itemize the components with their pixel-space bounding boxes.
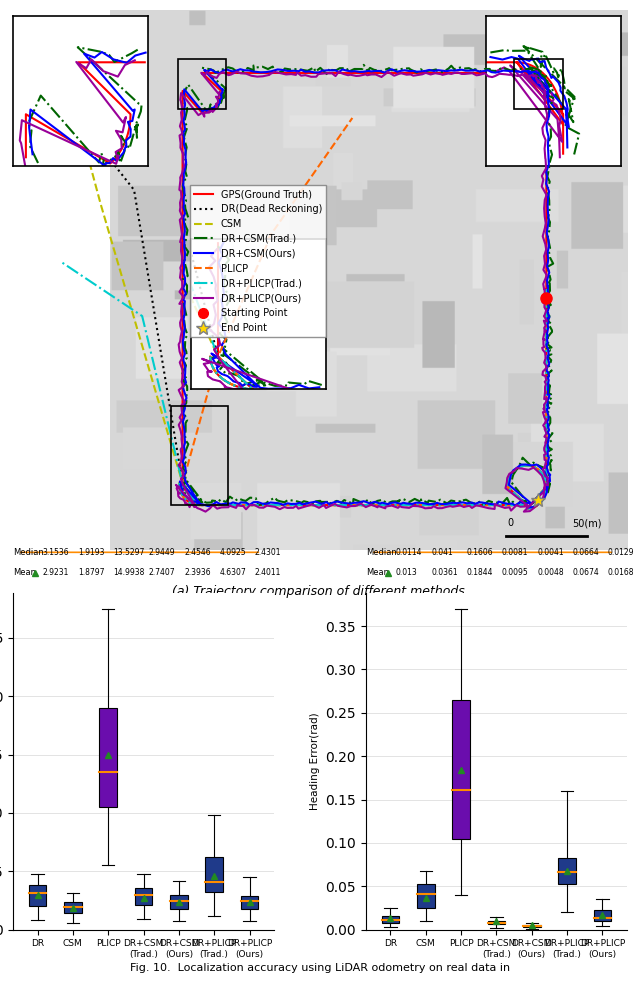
Bar: [64, 902, 82, 914]
Bar: [241, 896, 259, 909]
Text: 4.6307: 4.6307: [220, 568, 246, 577]
Text: 0.013: 0.013: [396, 568, 417, 577]
Text: Mean: Mean: [13, 568, 36, 577]
Bar: [488, 921, 506, 924]
Legend: GPS(Ground Truth), DR(Dead Reckoning), CSM, DR+CSM(Trad.), DR+CSM(Ours), PLICP, : GPS(Ground Truth), DR(Dead Reckoning), C…: [189, 186, 326, 337]
Text: 2.9231: 2.9231: [43, 568, 69, 577]
Bar: [99, 708, 117, 807]
Bar: [170, 895, 188, 909]
Text: 2.4011: 2.4011: [255, 568, 281, 577]
Bar: [452, 700, 470, 838]
Text: 1.9193: 1.9193: [78, 548, 104, 557]
Text: Median: Median: [365, 548, 397, 557]
Text: (a) Trajectory comparison of different methods.: (a) Trajectory comparison of different m…: [172, 585, 468, 598]
Text: 0.0114: 0.0114: [396, 548, 422, 557]
Text: 3.1536: 3.1536: [43, 548, 69, 557]
Text: Median: Median: [13, 548, 44, 557]
Bar: [205, 857, 223, 893]
Text: 0.0041: 0.0041: [537, 548, 564, 557]
Text: 0.0081: 0.0081: [502, 548, 528, 557]
Text: 0.0129: 0.0129: [608, 548, 634, 557]
Text: 0.0048: 0.0048: [537, 568, 564, 577]
Bar: [134, 888, 152, 905]
Text: 0.1606: 0.1606: [467, 548, 493, 557]
Bar: [417, 885, 435, 908]
Text: 2.9449: 2.9449: [148, 548, 175, 557]
Text: Mean: Mean: [365, 568, 388, 577]
Text: 0.0168: 0.0168: [608, 568, 634, 577]
Text: 2.7407: 2.7407: [148, 568, 175, 577]
Text: 0.1844: 0.1844: [467, 568, 493, 577]
Bar: [514, 59, 563, 109]
Text: 1.8797: 1.8797: [78, 568, 104, 577]
Text: 0.0664: 0.0664: [572, 548, 599, 557]
Bar: [381, 916, 399, 922]
Text: 0.041: 0.041: [431, 548, 452, 557]
Y-axis label: Heading Error(rad): Heading Error(rad): [310, 712, 320, 810]
Text: 4.0925: 4.0925: [220, 548, 246, 557]
Bar: [29, 885, 46, 907]
Bar: [172, 406, 228, 505]
Text: 0.0674: 0.0674: [572, 568, 599, 577]
Text: 50(m): 50(m): [572, 518, 602, 528]
Text: 2.4546: 2.4546: [184, 548, 211, 557]
Bar: [523, 925, 541, 926]
Text: 2.3936: 2.3936: [184, 568, 211, 577]
Bar: [178, 59, 226, 109]
Text: 0.0361: 0.0361: [431, 568, 458, 577]
Text: 0: 0: [508, 518, 514, 528]
Bar: [594, 911, 611, 921]
Text: 14.9938: 14.9938: [113, 568, 145, 577]
Text: 13.5297: 13.5297: [113, 548, 145, 557]
Text: 2.4301: 2.4301: [255, 548, 281, 557]
Text: Fig. 10.  Localization accuracy using LiDAR odometry on real data in: Fig. 10. Localization accuracy using LiD…: [130, 963, 510, 973]
Text: 0.0095: 0.0095: [502, 568, 529, 577]
Bar: [558, 859, 576, 885]
